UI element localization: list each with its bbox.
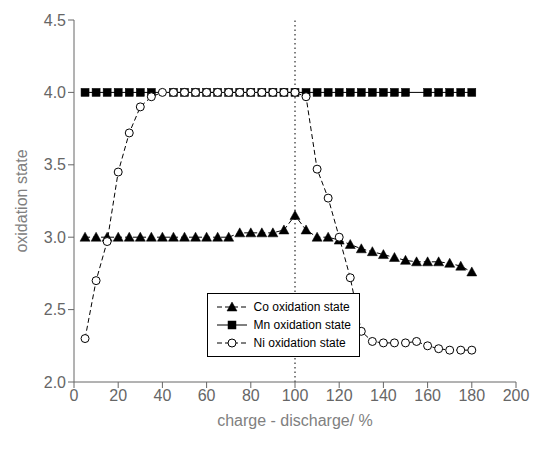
svg-text:180: 180 xyxy=(458,387,485,404)
svg-text:60: 60 xyxy=(198,387,216,404)
svg-text:oxidation state: oxidation state xyxy=(13,149,30,252)
svg-text:0: 0 xyxy=(70,387,79,404)
svg-text:80: 80 xyxy=(242,387,260,404)
svg-text:charge - discharge/ %: charge - discharge/ % xyxy=(217,412,373,429)
svg-text:20: 20 xyxy=(109,387,127,404)
svg-text:2.5: 2.5 xyxy=(44,301,66,318)
html-text:Ni oxidation state: Ni oxidation state xyxy=(253,335,346,350)
svg-text:40: 40 xyxy=(154,387,172,404)
svg-text:4.0: 4.0 xyxy=(44,84,66,101)
svg-text:3.0: 3.0 xyxy=(44,229,66,246)
html-text:Co oxidation state: Co oxidation state xyxy=(253,299,350,314)
svg-text:160: 160 xyxy=(414,387,441,404)
svg-text:140: 140 xyxy=(370,387,397,404)
svg-text:100: 100 xyxy=(282,387,309,404)
svg-text:2.0: 2.0 xyxy=(44,374,66,391)
svg-text:4.5: 4.5 xyxy=(44,12,66,29)
svg-text:200: 200 xyxy=(503,387,530,404)
svg-text:3.5: 3.5 xyxy=(44,156,66,173)
svg-text:120: 120 xyxy=(326,387,353,404)
html-text:Mn oxidation state: Mn oxidation state xyxy=(253,317,351,332)
